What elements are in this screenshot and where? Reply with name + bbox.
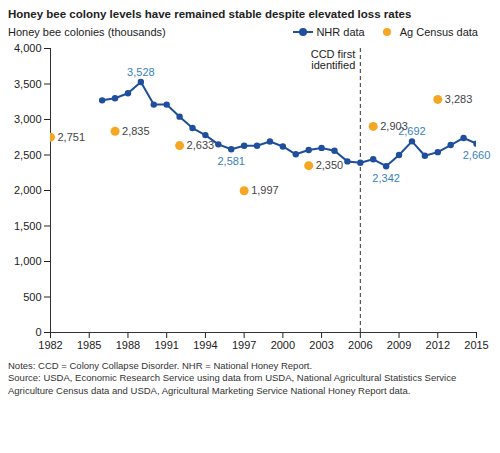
svg-text:2,903: 2,903 (380, 120, 408, 132)
html-text:NHR data: NHR data (316, 26, 365, 38)
svg-text:2009: 2009 (387, 339, 411, 351)
svg-text:0: 0 (35, 326, 41, 338)
svg-text:2,500: 2,500 (14, 149, 42, 161)
svg-text:1,500: 1,500 (14, 220, 42, 232)
svg-text:3,283: 3,283 (445, 93, 473, 105)
svg-text:3,528: 3,528 (127, 66, 155, 78)
html-text:Ag Census data: Ag Census data (399, 26, 478, 38)
svg-text:1994: 1994 (193, 339, 217, 351)
svg-text:1997: 1997 (232, 339, 256, 351)
svg-text:3,000: 3,000 (14, 113, 42, 125)
svg-text:1991: 1991 (154, 339, 178, 351)
svg-text:2,751: 2,751 (58, 131, 86, 143)
html-text:Honey bee colony levels have r: Honey bee colony levels have remained st… (8, 8, 412, 20)
svg-text:2006: 2006 (348, 339, 372, 351)
svg-text:2003: 2003 (309, 339, 333, 351)
html-text:Honey bee colonies (thousands): Honey bee colonies (thousands) (8, 26, 166, 38)
svg-text:1982: 1982 (38, 339, 62, 351)
svg-text:CCD firstidentified: CCD firstidentified (311, 48, 356, 71)
svg-text:2,000: 2,000 (14, 184, 42, 196)
html-text:Notes: CCD = Colony Collapse D: Notes: CCD = Colony Collapse Disorder. N… (8, 360, 313, 371)
svg-text:2012: 2012 (426, 339, 450, 351)
svg-text:4,000: 4,000 (14, 42, 42, 54)
svg-text:2,581: 2,581 (217, 155, 245, 167)
svg-text:1985: 1985 (77, 339, 101, 351)
svg-text:2,350: 2,350 (316, 159, 344, 171)
svg-text:2,633: 2,633 (187, 139, 215, 151)
svg-text:500: 500 (23, 291, 41, 303)
svg-text:2015: 2015 (464, 339, 488, 351)
svg-text:2,660: 2,660 (463, 149, 491, 161)
svg-text:2,692: 2,692 (398, 124, 426, 137)
svg-text:1,997: 1,997 (251, 184, 279, 196)
svg-text:1,000: 1,000 (14, 255, 42, 267)
svg-text:2,342: 2,342 (372, 172, 400, 184)
html-text:Source: USDA, Economic Researc: Source: USDA, Economic Research Service … (8, 372, 457, 396)
svg-text:1988: 1988 (116, 339, 140, 351)
svg-text:2000: 2000 (271, 339, 295, 351)
svg-text:2,835: 2,835 (122, 125, 150, 137)
svg-text:3,500: 3,500 (14, 78, 42, 90)
